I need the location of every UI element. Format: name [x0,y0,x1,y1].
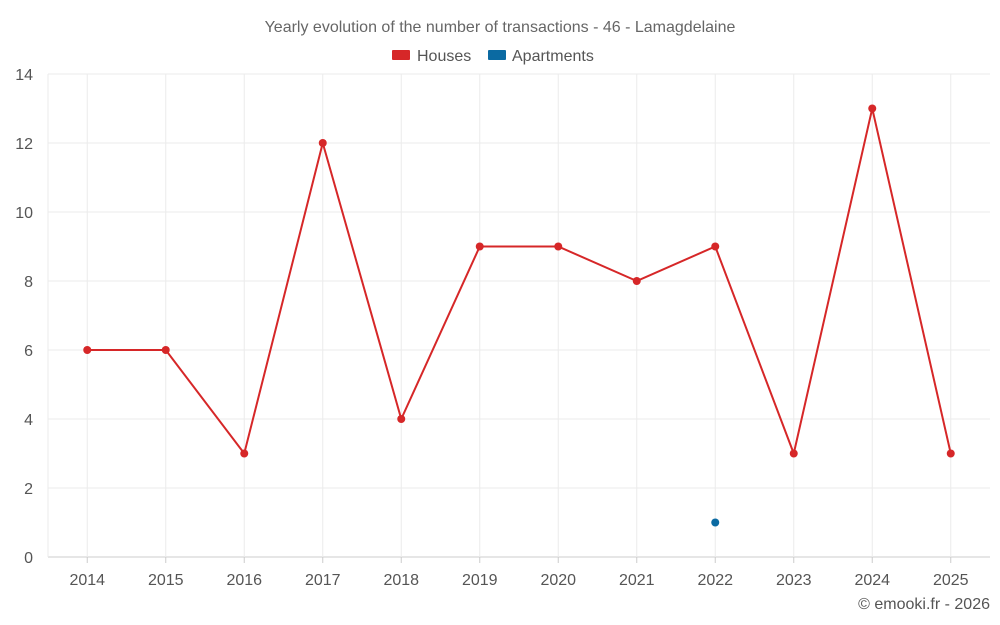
y-tick-label: 14 [15,67,33,84]
y-tick-label: 12 [15,136,33,153]
point-houses-2019[interactable] [475,242,484,251]
point-houses-2023[interactable] [789,449,798,458]
credit-text: © emooki.fr - 2026 [858,596,990,613]
y-tick-label: 4 [24,412,33,429]
legend-swatch-apartments[interactable] [488,50,506,60]
point-houses-2017[interactable] [318,139,327,147]
x-tick-label: 2020 [540,572,576,589]
series-houses [83,104,955,458]
x-tick-label: 2018 [383,572,419,589]
series-line-houses [87,108,952,457]
point-apartments-2022[interactable] [711,518,720,527]
y-tick-label: 10 [15,205,33,222]
point-houses-2024[interactable] [868,104,877,113]
plot-series [83,104,955,527]
x-axis: 2014 2015 2016 2017 2018 2019 2020 2021 2022 2023… [69,557,969,589]
point-houses-2025[interactable] [946,449,955,458]
x-tick-label: 2024 [854,572,890,589]
x-tick-label: 2017 [305,572,341,589]
grid [47,73,990,558]
x-tick-label: 2023 [776,572,812,589]
point-houses-2015[interactable] [161,346,170,354]
y-tick-label: 2 [24,481,33,498]
point-houses-2022[interactable] [711,242,720,251]
x-tick-label: 2021 [619,572,655,589]
y-axis: 0 2 4 6 8 10 12 14 [15,67,33,567]
x-tick-label: 2019 [462,572,498,589]
point-houses-2021[interactable] [632,277,641,285]
legend-swatch-houses[interactable] [392,50,410,60]
y-tick-label: 6 [24,343,33,360]
point-houses-2016[interactable] [240,449,249,458]
y-tick-label: 8 [24,274,33,291]
legend-label-apartments[interactable]: Apartments [512,48,594,65]
y-tick-label: 0 [24,550,33,567]
legend-label-houses[interactable]: Houses [417,48,471,65]
x-tick-label: 2025 [933,572,969,589]
x-tick-label: 2016 [226,572,262,589]
chart-title: Yearly evolution of the number of transa… [265,19,736,36]
point-houses-2014[interactable] [83,346,92,354]
point-houses-2018[interactable] [397,415,406,423]
x-tick-label: 2022 [697,572,733,589]
series-apartments [711,518,720,527]
point-houses-2020[interactable] [554,242,563,251]
x-tick-label: 2015 [148,572,184,589]
legend: Houses Apartments [392,48,594,65]
x-tick-label: 2014 [69,572,105,589]
